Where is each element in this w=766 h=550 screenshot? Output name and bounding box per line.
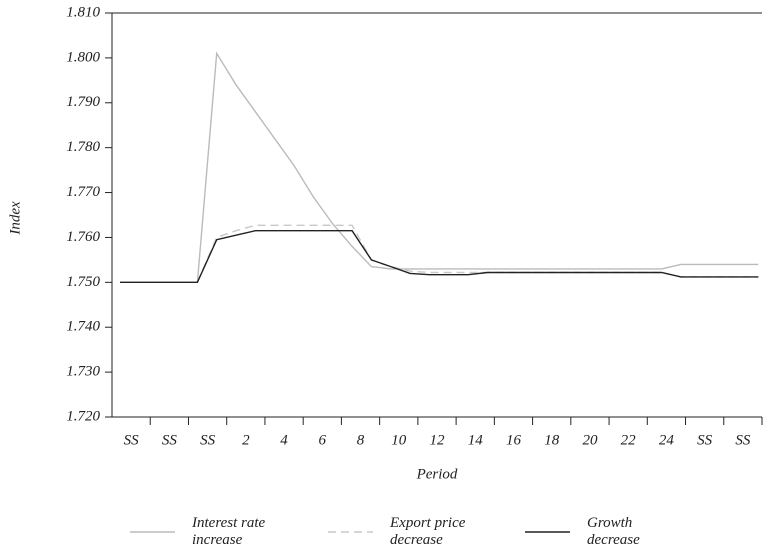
x-tick-label: 14 (468, 432, 484, 448)
series-line (120, 224, 759, 283)
legend-label: Export price decrease (390, 515, 466, 548)
x-tick-label: 10 (391, 432, 407, 448)
y-tick-label: 1.720 (66, 408, 100, 424)
chart: Index Period 1.720 1.730 1.740 1.750 1.760 1.… (7, 4, 763, 482)
x-tick-label: 20 (582, 432, 598, 448)
x-tick-label: 6 (319, 432, 327, 448)
x-tick-label: 8 (357, 432, 365, 448)
x-tick-label: SS (697, 432, 713, 448)
x-tick-label: 22 (621, 432, 637, 448)
y-tick-label: 1.790 (66, 94, 100, 110)
y-tick-label: 1.800 (66, 49, 100, 65)
legend-swatch (525, 531, 570, 533)
x-tick-label: SS (735, 432, 751, 448)
legend-label: Interest rate increase (192, 515, 266, 548)
x-tick-label: 16 (506, 432, 522, 448)
x-tick-label: SS (124, 432, 140, 448)
legend-label: Growth decrease (587, 515, 640, 548)
x-tick-label: 2 (242, 432, 250, 448)
x-tick-label: SS (162, 432, 178, 448)
x-tick-label: 24 (659, 432, 675, 448)
legend-swatch (130, 531, 175, 533)
y-tick-label: 1.770 (66, 184, 100, 200)
y-tick-label: 1.750 (66, 274, 100, 290)
x-tick-label: 12 (430, 432, 446, 448)
y-tick-label: 1.730 (66, 364, 100, 380)
series-line (120, 230, 759, 283)
y-tick-label: 1.780 (66, 139, 100, 155)
y-tick-label: 1.740 (66, 319, 100, 335)
y-tick-label: 1.760 (66, 229, 100, 245)
x-tick-label: 4 (280, 432, 288, 448)
series-line (120, 51, 759, 283)
x-axis-label: Period (416, 466, 458, 482)
y-axis-label: Index (7, 201, 23, 236)
legend-swatch (328, 531, 373, 533)
y-tick-label: 1.810 (66, 4, 100, 20)
x-tick-label: SS (200, 432, 216, 448)
x-tick-label: 18 (544, 432, 560, 448)
